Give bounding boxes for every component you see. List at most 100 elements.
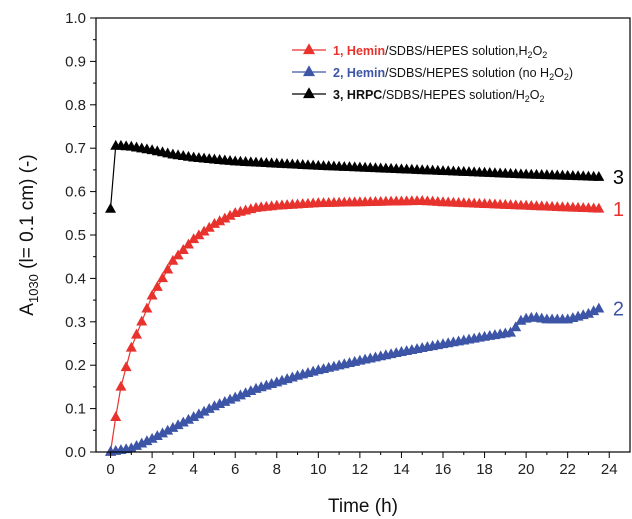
series-2-point xyxy=(182,413,194,424)
y-tick-label: 0.9 xyxy=(65,53,86,70)
series-1-point xyxy=(172,249,184,260)
y-tick-label: 0.3 xyxy=(65,314,86,331)
series-2-point xyxy=(588,305,600,316)
series-2-line xyxy=(110,308,600,453)
y-tick-label: 1.0 xyxy=(65,10,86,27)
series-1-point xyxy=(146,289,158,300)
series-1-point xyxy=(110,411,122,422)
y-tick-label: 0.7 xyxy=(65,140,86,157)
series-3-end-label: 3 xyxy=(613,167,624,189)
x-tick-label: 24 xyxy=(601,461,618,478)
series-2-point xyxy=(162,424,174,435)
x-axis-title: Time (h) xyxy=(328,496,398,517)
series-2-point xyxy=(188,411,200,422)
legend-rest2: O xyxy=(554,66,564,80)
x-tick-label: 0 xyxy=(106,461,114,478)
series-1-point xyxy=(214,215,226,226)
legend-bold: HRPC xyxy=(343,88,382,102)
y-tick-label: 0.8 xyxy=(65,97,86,114)
series-2-point xyxy=(151,430,163,441)
series-1-point xyxy=(593,202,605,213)
series-2: 2 xyxy=(105,299,624,456)
legend-num: 2, xyxy=(333,66,343,80)
series-2-point xyxy=(146,432,158,443)
x-tick-label: 14 xyxy=(393,461,410,478)
series-1-point xyxy=(198,225,210,236)
series-1-point xyxy=(131,328,143,339)
legend-sub: 2 xyxy=(528,50,533,60)
axis-layer: 0 2 4 6 8 10 12 14 16 18 20 22 240.00.10.20.30.40.50… xyxy=(65,10,617,478)
legend-item-1: 1, Hemin/SDBS/HEPES solution,H2O2 xyxy=(292,43,547,60)
series-2-point xyxy=(172,419,184,430)
series-1-point xyxy=(224,209,236,220)
series-1: 1 xyxy=(105,195,624,456)
legend-item-3: 3, HRPC/SDBS/HEPES solution/H2O2 xyxy=(292,87,545,104)
series-2-point xyxy=(193,408,205,419)
legend-sub2: 2 xyxy=(540,94,545,104)
legend-rest: /SDBS/HEPES solution,H xyxy=(385,44,527,58)
x-tick-label: 8 xyxy=(273,461,281,478)
series-2-point xyxy=(156,427,168,438)
legend-sub: 2 xyxy=(525,94,530,104)
x-tick-label: 6 xyxy=(231,461,239,478)
series-3-point xyxy=(593,170,605,181)
series-2-point xyxy=(167,421,179,432)
y-tick-label: 0.2 xyxy=(65,357,86,374)
legend-text: 3, HRPC/SDBS/HEPES solution/H2O2 xyxy=(333,88,545,104)
series-2-point xyxy=(177,416,189,427)
series-2-point xyxy=(510,321,522,332)
legend-rest: /SDBS/HEPES solution/H xyxy=(382,88,524,102)
y-tick-label: 0.6 xyxy=(65,184,86,201)
series-1-point xyxy=(151,280,163,291)
legend-num: 1, xyxy=(333,44,343,58)
series-1-point xyxy=(125,341,137,352)
series-1-point xyxy=(203,221,215,232)
series-1-point xyxy=(182,238,194,249)
series-1-point xyxy=(193,229,205,240)
series-3: 3 xyxy=(105,139,624,213)
series-1-point xyxy=(141,302,153,313)
plot-frame xyxy=(95,17,631,453)
x-tick-label: 22 xyxy=(559,461,576,478)
x-tick-label: 20 xyxy=(518,461,535,478)
y-tick-label: 0.4 xyxy=(65,270,86,287)
legend-sub2: 2 xyxy=(564,72,569,82)
legend-text: 1, Hemin/SDBS/HEPES solution,H2O2 xyxy=(333,44,547,60)
y-tick-label: 0.0 xyxy=(65,444,86,461)
x-tick-label: 10 xyxy=(310,461,327,478)
y-axis-title-rest: (l= 0.1 cm) (-) xyxy=(17,154,38,274)
series-1-line xyxy=(109,200,599,453)
legend-marker xyxy=(303,87,315,99)
legend-marker xyxy=(303,65,315,77)
legend-bold: Hemin xyxy=(343,44,385,58)
series-1-point xyxy=(188,233,200,244)
x-tick-label: 12 xyxy=(352,461,369,478)
y-axis-title-main: A xyxy=(17,303,38,316)
legend-rest2: O xyxy=(533,44,543,58)
series-1-point xyxy=(177,244,189,254)
x-tick-label: 4 xyxy=(189,461,197,478)
series-1-point xyxy=(115,380,127,391)
legend-text: 2, Hemin/SDBS/HEPES solution (no H2O2) xyxy=(333,66,573,82)
x-tick-label: 16 xyxy=(435,461,452,478)
series-1-point xyxy=(162,263,174,274)
series-2-point xyxy=(203,403,215,413)
y-axis-title-subscript: 1030 xyxy=(26,274,41,303)
legend-rest: /SDBS/HEPES solution (no H xyxy=(385,66,549,80)
legend-sub: 2 xyxy=(549,72,554,82)
series-1-end-label: 1 xyxy=(613,199,624,221)
series-2-end-label: 2 xyxy=(613,299,624,321)
y-tick-label: 0.5 xyxy=(65,227,86,244)
series-1-point xyxy=(156,272,168,283)
legend-bold: Hemin xyxy=(343,66,385,80)
series-2-point xyxy=(198,405,210,416)
legend-marker xyxy=(303,43,315,55)
legend-sub2: 2 xyxy=(542,50,547,60)
series-1-point xyxy=(208,218,220,228)
series-1-point xyxy=(136,315,148,326)
series-2-point xyxy=(505,326,517,337)
series-1-point xyxy=(120,361,132,372)
series-2-point xyxy=(593,302,605,313)
